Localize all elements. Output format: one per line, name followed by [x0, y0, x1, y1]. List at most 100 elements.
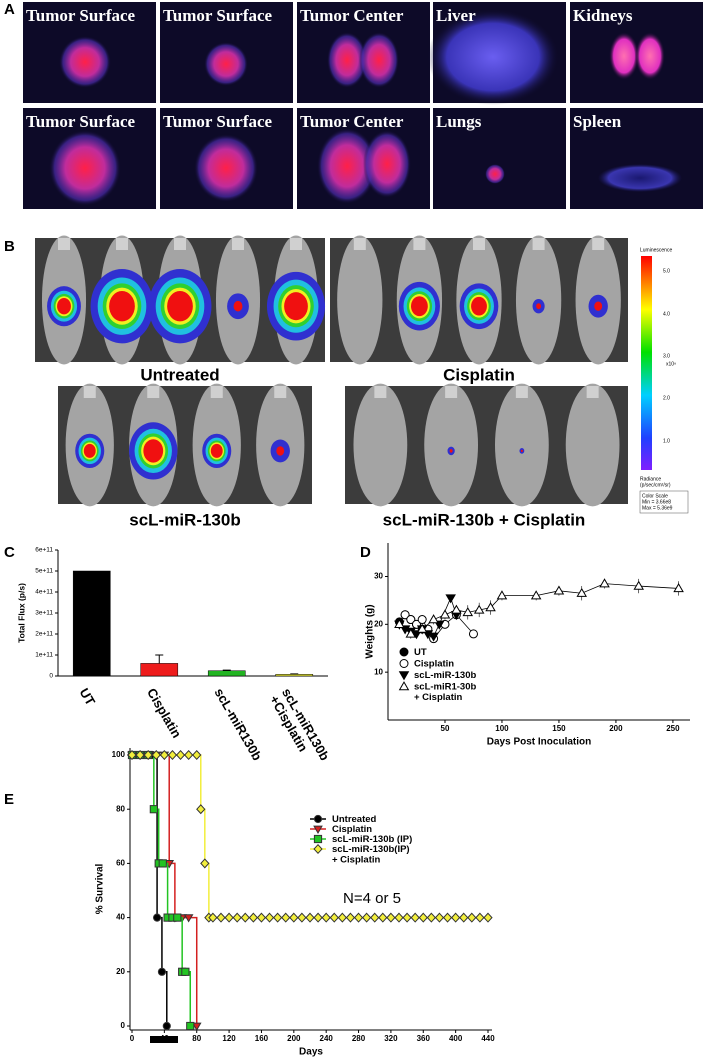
y-tick-label: 30	[374, 572, 383, 581]
heat-signal	[594, 301, 603, 311]
mouse-tail	[374, 386, 387, 398]
legend-label: scL-miR-130b(IP) + Cisplatin	[332, 844, 412, 865]
marker	[191, 1022, 202, 1031]
marker	[400, 610, 410, 620]
y-axis-label: Weights (g)	[365, 604, 376, 658]
fluorescence	[317, 128, 377, 204]
fluorescence	[427, 9, 559, 105]
marker	[553, 585, 565, 595]
marker	[673, 583, 684, 593]
marker	[462, 606, 474, 617]
heat-signal	[284, 292, 308, 321]
mouse	[337, 235, 383, 365]
treatment-period-bar	[150, 1036, 178, 1043]
marker	[186, 1021, 195, 1031]
marker	[143, 749, 153, 761]
y-tick-label: 100	[112, 750, 126, 759]
marker	[329, 912, 339, 923]
marker	[439, 609, 451, 619]
mouse	[565, 383, 620, 507]
y-tick-label: 2e+11	[35, 631, 53, 638]
scale-min: Min = 3.66e8	[642, 499, 671, 505]
x-tick-label: scL-miR130b +Cisplatin	[266, 686, 334, 774]
legend-marker	[313, 825, 323, 834]
marker	[159, 749, 170, 761]
marker	[183, 749, 194, 761]
series-line	[132, 754, 488, 919]
fluorescence	[609, 32, 639, 80]
y-tick-label: 20	[374, 619, 383, 628]
x-tick-label: 0	[130, 1034, 135, 1043]
marker	[216, 912, 226, 923]
tile-label: Liver	[436, 6, 476, 25]
panel-label: A	[4, 1, 15, 18]
image-tile	[433, 108, 566, 209]
heat-signal	[449, 449, 453, 453]
marker	[162, 1021, 171, 1031]
mouse-tail	[586, 386, 599, 398]
marker	[394, 618, 405, 629]
y-tick-label: 10	[374, 667, 383, 676]
marker	[337, 912, 348, 923]
marker	[353, 912, 364, 923]
marker	[467, 912, 477, 923]
marker	[386, 912, 396, 923]
scale-title: Luminescence	[640, 247, 672, 253]
x-tick-label: 440	[481, 1034, 495, 1043]
tile-label: Kidneys	[573, 6, 633, 25]
fluorescence	[204, 42, 248, 86]
mouse-tail	[274, 386, 287, 398]
marker	[152, 913, 162, 922]
marker	[175, 749, 186, 761]
marker	[224, 912, 234, 923]
y-axis-label: % Survival	[95, 863, 106, 914]
bar	[72, 570, 111, 677]
tile-label: Tumor Surface	[163, 112, 273, 131]
marker	[281, 912, 291, 923]
marker	[426, 912, 437, 923]
x-axis-label: Days Post Inoculation	[487, 737, 591, 748]
y-axis-label: Total Flux (p/s)	[16, 583, 26, 643]
heat-signal	[276, 446, 285, 456]
marker	[256, 912, 267, 923]
scale-tick-label: 4.0	[663, 311, 670, 317]
marker	[151, 749, 161, 761]
legend-marker	[398, 671, 410, 681]
y-tick-label: 6e+11	[35, 547, 53, 554]
y-tick-label: 0	[49, 673, 53, 680]
marker	[181, 967, 190, 976]
series-line	[132, 754, 192, 1026]
image-caption: scL-miR-130b + Cisplatin	[383, 510, 586, 529]
marker	[158, 859, 167, 868]
marker	[530, 590, 542, 600]
marker	[450, 912, 461, 923]
fluorescence	[49, 130, 121, 206]
marker	[442, 912, 453, 923]
x-tick-label: 240	[320, 1034, 334, 1043]
scale-tick-label: 1.0	[663, 438, 670, 444]
marker	[264, 912, 275, 923]
marker	[417, 615, 427, 625]
fluorescence	[359, 32, 399, 88]
marker	[434, 912, 445, 923]
heat-signal	[410, 296, 428, 317]
marker	[232, 912, 242, 923]
marker	[345, 912, 356, 923]
tile-label: Lungs	[436, 112, 482, 131]
marker	[468, 629, 478, 639]
panel-label: B	[4, 238, 15, 255]
scale-max: Max = 5.36e9	[642, 505, 673, 511]
scale-radiance: Radiance	[640, 476, 661, 482]
x-tick-label: 160	[255, 1034, 269, 1043]
mouse-tail	[532, 238, 545, 250]
x-tick-label: scL-miR130b	[211, 686, 264, 764]
image-caption: Cisplatin	[443, 365, 515, 384]
x-tick-label: 400	[449, 1034, 463, 1043]
mouse-tail	[592, 238, 605, 250]
heat-signal	[210, 443, 223, 458]
marker	[418, 912, 428, 923]
tile-label: Tumor Surface	[26, 112, 136, 131]
marker	[416, 623, 428, 633]
panel-label: E	[4, 791, 14, 808]
